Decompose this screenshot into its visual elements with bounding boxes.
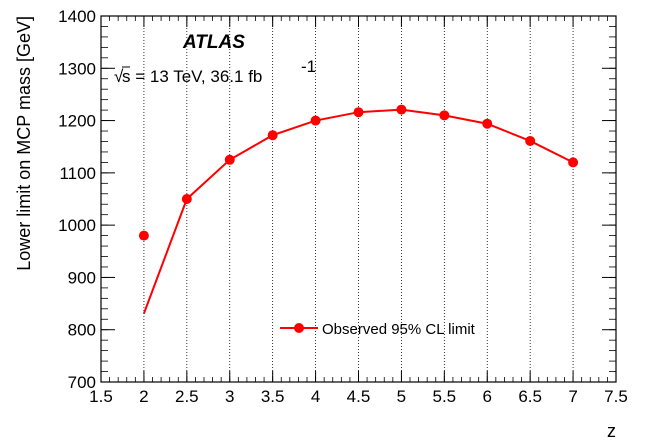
x-tick-label: 6.5: [518, 387, 542, 406]
x-tick-label: 3: [225, 387, 234, 406]
y-tick-label: 1100: [59, 164, 96, 183]
x-tick-label: 2: [139, 387, 148, 406]
y-tick-label: 700: [68, 373, 96, 392]
x-tick-label: 4.5: [347, 387, 371, 406]
y-tick-label: 800: [68, 321, 96, 340]
x-tick-label: 2.5: [175, 387, 199, 406]
data-point: [396, 104, 407, 115]
x-tick-label: 7.5: [604, 387, 628, 406]
data-point: [353, 107, 364, 118]
data-point: [181, 194, 192, 204]
energy-lumi-label: √ s = 13 TeV, 36.1 fb -1: [114, 57, 316, 86]
experiment-label: ATLAS: [182, 32, 245, 53]
x-tick-label: 3.5: [261, 387, 285, 406]
data-point: [525, 135, 536, 146]
x-tick-label: 4: [311, 387, 320, 406]
axis-ticks: [100, 15, 617, 383]
legend: Observed 95% CL limit: [280, 321, 476, 338]
x-tick-label: 5: [397, 387, 406, 406]
y-tick-label: 1200: [58, 112, 96, 131]
y-tick-label: 1000: [58, 216, 96, 235]
x-tick-label: 1.5: [89, 387, 113, 406]
y-tick-label: 1400: [58, 7, 96, 26]
x-tick-label: 5.5: [433, 387, 457, 406]
lumi-exponent: -1: [301, 57, 316, 76]
x-tick-label: 6: [483, 387, 492, 406]
y-tick-labels: 700 800 900 1000 1100 1200 1300 1400: [58, 7, 96, 392]
x-tick-labels: 1.5 2 2.5 3 3.5 4 4.5 5 5.5 6 6.5 7 7.5: [89, 387, 628, 406]
data-point: [310, 115, 321, 126]
data-point: [568, 157, 579, 168]
y-axis-label: Lower limit on MCP mass [GeV]: [14, 16, 34, 271]
x-tick-label: 7: [568, 387, 577, 406]
data-point: [482, 118, 493, 129]
data-point: [439, 110, 450, 121]
legend-entry-label: Observed 95% CL limit: [322, 321, 476, 338]
energy-text: s = 13 TeV, 36.1 fb: [122, 67, 262, 86]
legend-marker: [294, 323, 304, 333]
y-tick-label: 1300: [58, 59, 96, 78]
sqrt-symbol: √: [114, 67, 124, 86]
data-point: [138, 230, 149, 241]
series-layer: [138, 104, 579, 314]
y-tick-label: 900: [68, 268, 96, 287]
data-point: [224, 154, 235, 165]
data-point: [267, 130, 278, 141]
x-axis-label: z: [607, 421, 616, 441]
